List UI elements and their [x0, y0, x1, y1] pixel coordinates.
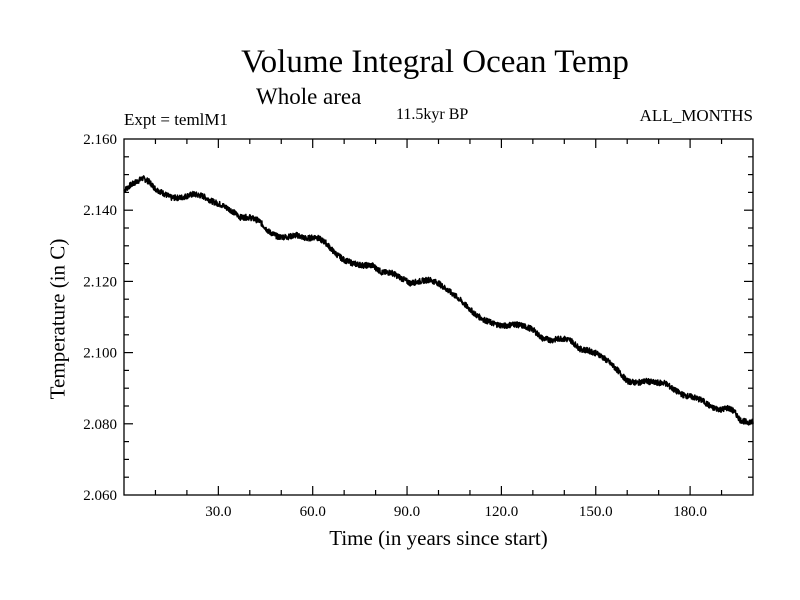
x-tick-label: 90.0 — [394, 504, 420, 520]
x-tick-label: 60.0 — [300, 504, 326, 520]
y-tick-label: 2.100 — [83, 346, 117, 362]
x-tick-label: 150.0 — [579, 504, 613, 520]
series-line — [123, 175, 754, 426]
x-tick-label: 30.0 — [205, 504, 231, 520]
x-tick-label: 180.0 — [673, 504, 707, 520]
chart-title: Volume Integral Ocean Temp — [241, 44, 629, 80]
period-label: 11.5kyr BP — [396, 106, 469, 123]
y-tick-label: 2.080 — [83, 417, 117, 433]
plot-frame — [123, 138, 754, 496]
y-tick-label: 2.120 — [83, 274, 117, 290]
y-tick-label: 2.060 — [83, 488, 117, 504]
chart-subtitle: Whole area — [256, 84, 362, 109]
y-tick-label: 2.140 — [83, 203, 117, 219]
x-axis-label: Time (in years since start) — [329, 526, 548, 550]
months-label: ALL_MONTHS — [639, 106, 753, 125]
y-tick-label: 2.160 — [83, 132, 117, 148]
experiment-label: Expt = temlM1 — [124, 110, 229, 129]
x-tick-label: 120.0 — [485, 504, 519, 520]
